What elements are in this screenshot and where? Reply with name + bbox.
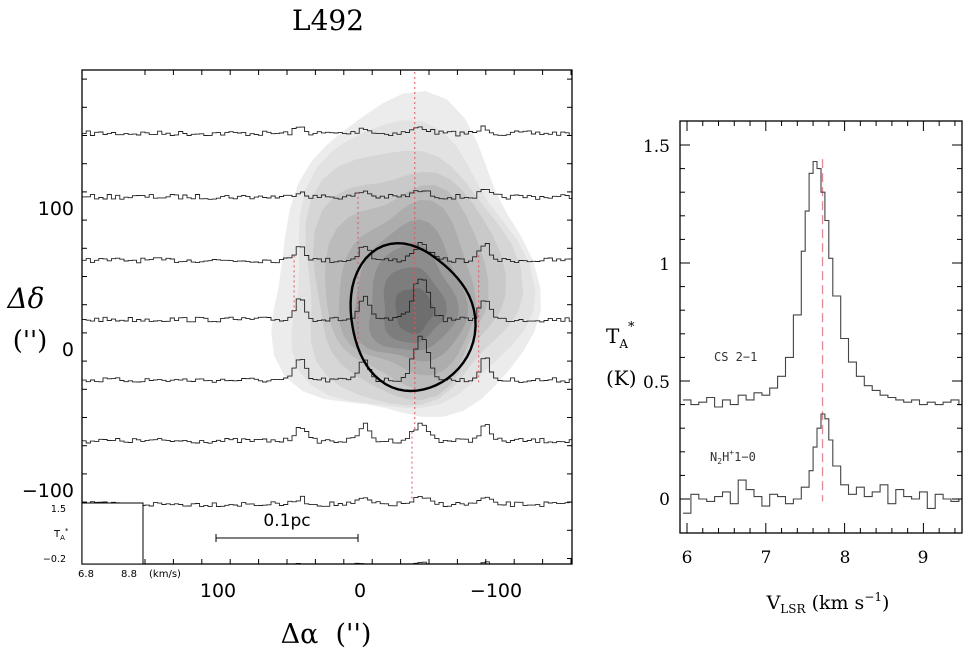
peak-velocity-lines <box>293 72 480 503</box>
spec-xtick-label: 6 <box>682 548 693 568</box>
spectrum-axis-ticks <box>680 121 962 533</box>
half-maximum-contour <box>349 241 477 393</box>
map-spectrum-row <box>82 242 572 264</box>
map-spectrum-row <box>82 125 572 137</box>
spec-xlabel: VLSR (km s−1) <box>766 590 890 616</box>
map-ytick-label: 100 <box>38 198 74 220</box>
cs-2-1-spectrum <box>683 160 962 408</box>
inset-y-top-label: 1.5 <box>51 504 66 515</box>
spec-xtick-label: 7 <box>761 548 772 568</box>
inset-ta-label: TA* <box>53 527 69 542</box>
map-spectrum-row <box>82 278 572 323</box>
spec-ytick-label: 0 <box>659 490 670 510</box>
spectrum-frame <box>679 120 963 534</box>
scale-bar-label: 0.1pc <box>263 511 310 531</box>
map-xtick-label: −100 <box>470 580 522 602</box>
map-frame <box>81 69 573 565</box>
spectra-grid <box>82 125 572 564</box>
map-xtick-label: 100 <box>200 580 236 602</box>
map-panel: 100 0 −100 100 0 −100 Δα ('') Δδ ('') 0.… <box>6 69 573 650</box>
inset-axes: 1.5 −0.2 TA* 6.8 8.8 (km/s) <box>43 502 181 580</box>
spec-ylabel-unit: (K) <box>606 366 637 390</box>
n2h-plus-1-0-spectrum <box>683 413 962 514</box>
inset-unit-label: (km/s) <box>149 569 181 580</box>
map-xlabel: Δα ('') <box>281 619 372 650</box>
map-spectrum-row <box>82 495 572 508</box>
inset-v-left-label: 6.8 <box>78 569 94 580</box>
spec-ytick-label: 1 <box>659 255 670 275</box>
map-ytick-label: −100 <box>22 480 74 502</box>
spec-xtick-label: 8 <box>840 548 851 568</box>
map-spectrum-row <box>82 422 572 444</box>
inset-v-right-label: 8.8 <box>121 569 137 580</box>
map-ylabel-top: Δδ <box>6 282 44 315</box>
spec-xtick-label: 9 <box>918 548 929 568</box>
map-spectrum-row <box>82 335 572 384</box>
map-xtick-label: 0 <box>354 580 366 602</box>
figure-title: L492 <box>292 4 364 37</box>
inset-y-bottom-label: −0.2 <box>43 554 66 565</box>
map-spectrum-row <box>82 188 572 200</box>
n2h-series-label: N2H+1−0 <box>710 448 756 466</box>
core-grayscale <box>271 91 541 417</box>
core-level <box>395 288 434 334</box>
spec-ytick-label: 1.5 <box>643 137 670 157</box>
cs-series-label: CS 2−1 <box>714 350 757 364</box>
spectrum-panel: 1.5 1 0.5 0 6 7 8 9 VLSR (km s−1) TA* (K… <box>606 120 963 616</box>
spec-ytick-label: 0.5 <box>643 373 670 393</box>
map-ytick-label: 0 <box>62 339 74 361</box>
map-ylabel-bottom: ('') <box>13 326 48 356</box>
spec-ylabel: TA* <box>606 320 635 351</box>
